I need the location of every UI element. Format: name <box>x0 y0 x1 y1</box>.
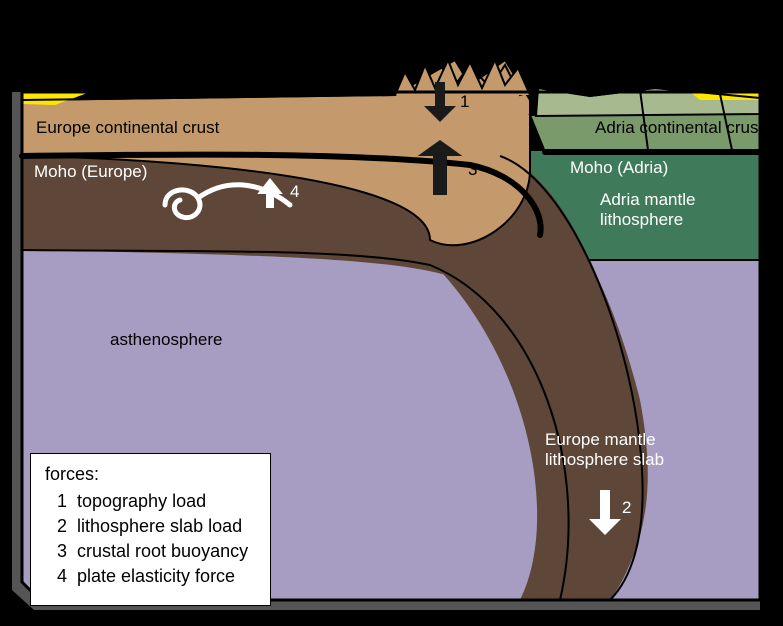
force-number-3: 3 <box>468 160 477 180</box>
label-moho-ad: Moho (Adria) <box>570 158 668 178</box>
label-asthenosphere: asthenosphere <box>110 330 222 350</box>
legend-title: forces: <box>45 464 248 485</box>
label-adria-crust: Adria continental crust <box>595 118 763 138</box>
label-slab: Europe mantle lithosphere slab <box>545 430 664 470</box>
legend-row: 3crustal root buoyancy <box>57 541 248 562</box>
label-adria-mantle: Adria mantle lithosphere <box>600 190 695 230</box>
legend-row: 1topography load <box>57 491 248 512</box>
force-number-4: 4 <box>290 182 299 202</box>
label-europe-crust: Europe continental crust <box>36 118 219 138</box>
force-number-2: 2 <box>622 498 631 518</box>
legend-row: 4plate elasticity force <box>57 566 248 587</box>
legend-box: forces: 1topography load 2lithosphere sl… <box>30 453 271 606</box>
force-number-1: 1 <box>460 92 469 112</box>
legend-row: 2lithosphere slab load <box>57 516 248 537</box>
label-moho-eu: Moho (Europe) <box>34 162 147 182</box>
